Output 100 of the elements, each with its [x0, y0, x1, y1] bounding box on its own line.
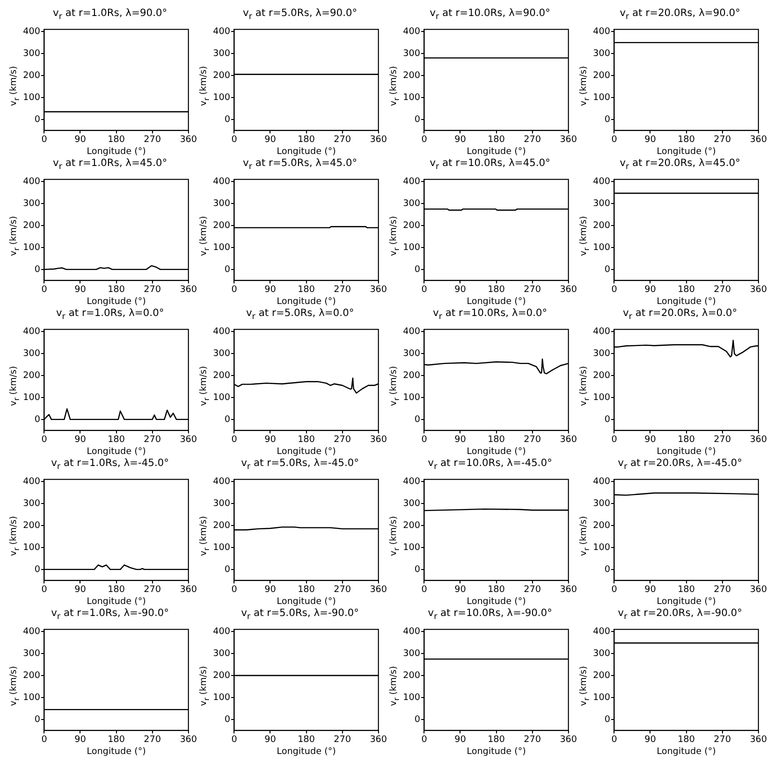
y-tick-label: 400 — [592, 476, 610, 487]
y-tick-label: 400 — [212, 626, 230, 637]
x-tick-label: 180 — [678, 585, 696, 596]
y-tick-label: 300 — [592, 648, 610, 659]
y-tick-label: 0 — [604, 564, 610, 575]
x-tick-label: 90 — [74, 735, 86, 746]
x-tick-label: 270 — [144, 735, 162, 746]
x-tick-label: 360 — [370, 735, 388, 746]
x-tick-label: 90 — [454, 435, 466, 446]
y-tick-label: 300 — [22, 198, 40, 209]
x-tick-label: 180 — [108, 435, 126, 446]
x-tick-label: 270 — [334, 135, 352, 146]
chart-title: v$_{r}$ at r=5.0Rs, λ=-90.0° — [240, 608, 360, 621]
y-tick-label: 300 — [22, 348, 40, 359]
y-tick-label: 100 — [402, 542, 420, 553]
x-axis-title: Longitude (°) — [466, 296, 526, 307]
y-tick-label: 200 — [22, 520, 40, 531]
x-tick-label: 360 — [370, 285, 388, 296]
chart-title: v$_{r}$ at r=5.0Rs, λ=0.0° — [245, 308, 355, 321]
y-tick-label: 200 — [402, 520, 420, 531]
y-tick-label: 100 — [212, 542, 230, 553]
x-tick-label: 0 — [421, 585, 428, 596]
chart-title: v$_{r}$ at r=5.0Rs, λ=45.0° — [242, 158, 358, 171]
x-tick-label: 270 — [144, 585, 162, 596]
y-tick-label: 0 — [604, 114, 610, 125]
x-tick-label: 0 — [611, 435, 618, 446]
y-tick-label: 200 — [402, 70, 420, 81]
chart-title: v$_{r}$ at r=20.0Rs, λ=-45.0° — [616, 458, 744, 471]
y-tick-label: 0 — [414, 264, 420, 275]
y-tick-label: 100 — [592, 542, 610, 553]
y-tick-label: 200 — [592, 520, 610, 531]
x-tick-label: 360 — [750, 735, 768, 746]
x-tick-label: 360 — [750, 135, 768, 146]
x-tick-label: 180 — [298, 285, 316, 296]
y-tick-label: 0 — [604, 264, 610, 275]
x-tick-label: 180 — [488, 585, 506, 596]
y-tick-label: 300 — [402, 498, 420, 509]
x-tick-label: 90 — [454, 135, 466, 146]
x-tick-label: 270 — [144, 435, 162, 446]
y-tick-label: 100 — [592, 692, 610, 703]
x-tick-label: 90 — [454, 735, 466, 746]
x-axis-title: Longitude (°) — [86, 446, 146, 457]
y-tick-label: 200 — [22, 220, 40, 231]
x-tick-label: 0 — [421, 135, 428, 146]
y-tick-label: 300 — [212, 348, 230, 359]
x-tick-label: 180 — [108, 585, 126, 596]
y-tick-label: 100 — [402, 692, 420, 703]
y-tick-label: 0 — [604, 414, 610, 425]
y-tick-label: 200 — [22, 70, 40, 81]
y-tick-label: 300 — [22, 48, 40, 59]
x-tick-label: 360 — [750, 285, 768, 296]
x-axis-title: Longitude (°) — [656, 746, 716, 757]
y-tick-label: 300 — [402, 198, 420, 209]
y-tick-label: 0 — [414, 114, 420, 125]
x-tick-label: 270 — [714, 585, 732, 596]
y-tick-label: 0 — [604, 714, 610, 725]
y-tick-label: 0 — [224, 414, 230, 425]
y-tick-label: 0 — [34, 714, 40, 725]
x-axis-title: Longitude (°) — [276, 746, 336, 757]
x-tick-label: 180 — [298, 435, 316, 446]
x-tick-label: 270 — [524, 585, 542, 596]
y-tick-label: 400 — [402, 326, 420, 337]
chart-title: v$_{r}$ at r=20.0Rs, λ=90.0° — [618, 8, 742, 21]
y-tick-label: 100 — [402, 392, 420, 403]
y-tick-label: 100 — [212, 92, 230, 103]
x-tick-label: 270 — [334, 285, 352, 296]
x-axis-title: Longitude (°) — [86, 146, 146, 157]
chart-title: v$_{r}$ at r=10.0Rs, λ=90.0° — [428, 8, 552, 21]
x-tick-label: 90 — [454, 285, 466, 296]
x-axis-title: Longitude (°) — [86, 296, 146, 307]
y-tick-label: 0 — [34, 114, 40, 125]
y-tick-label: 400 — [402, 626, 420, 637]
x-tick-label: 360 — [560, 735, 578, 746]
x-axis-title: Longitude (°) — [656, 296, 716, 307]
x-tick-label: 0 — [41, 435, 48, 446]
y-tick-label: 200 — [402, 220, 420, 231]
y-tick-label: 400 — [592, 626, 610, 637]
x-tick-label: 270 — [524, 735, 542, 746]
chart-title: v$_{r}$ at r=20.0Rs, λ=-90.0° — [616, 608, 744, 621]
y-tick-label: 100 — [592, 242, 610, 253]
x-tick-label: 180 — [298, 585, 316, 596]
x-tick-label: 270 — [714, 135, 732, 146]
x-tick-label: 0 — [41, 285, 48, 296]
y-tick-label: 400 — [212, 176, 230, 187]
x-axis-title: Longitude (°) — [86, 596, 146, 607]
x-tick-label: 180 — [108, 285, 126, 296]
x-tick-label: 0 — [421, 285, 428, 296]
x-axis-title: Longitude (°) — [86, 746, 146, 757]
y-tick-label: 400 — [212, 326, 230, 337]
x-tick-label: 180 — [298, 735, 316, 746]
x-tick-label: 180 — [488, 435, 506, 446]
x-tick-label: 270 — [524, 285, 542, 296]
x-axis-title: Longitude (°) — [276, 596, 336, 607]
x-tick-label: 0 — [231, 585, 238, 596]
x-axis-title: Longitude (°) — [466, 146, 526, 157]
x-tick-label: 90 — [264, 435, 276, 446]
y-tick-label: 200 — [592, 670, 610, 681]
x-tick-label: 90 — [644, 435, 656, 446]
x-tick-label: 360 — [370, 135, 388, 146]
x-axis-title: Longitude (°) — [276, 446, 336, 457]
